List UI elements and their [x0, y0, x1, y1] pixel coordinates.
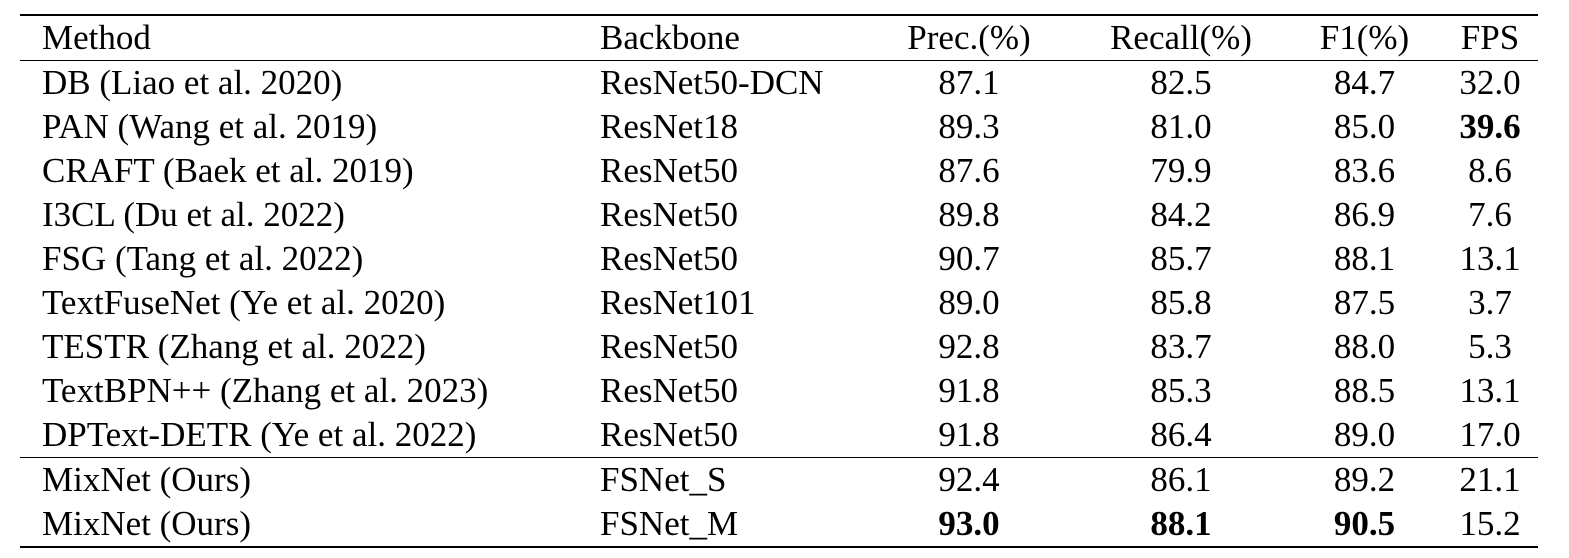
cell-fps: 21.1	[1442, 457, 1538, 502]
cell-fps: 15.2	[1442, 502, 1538, 548]
cell-method: DB (Liao et al. 2020)	[42, 63, 343, 102]
cell-f1: 89.2	[1287, 457, 1442, 502]
cell-backbone: ResNet101	[600, 283, 756, 322]
cell-precision: 87.1	[938, 63, 1000, 102]
cell-precision: 89.8	[938, 195, 1000, 234]
cell-fps-best: 39.6	[1459, 107, 1521, 146]
cell-f1: 85.0	[1333, 107, 1396, 146]
cell-method: TextBPN++ (Zhang et al. 2023)	[42, 371, 489, 410]
cell-recall: 79.9	[1150, 151, 1212, 190]
cell-backbone: ResNet50	[600, 195, 739, 234]
header-recall: Recall(%)	[1075, 14, 1287, 61]
cell-f1-best: 90.5	[1287, 502, 1442, 548]
cell-fps: 13.1	[1459, 371, 1521, 410]
cell-backbone: FSNet_M	[578, 502, 863, 548]
table-row: CRAFT (Baek et al. 2019) ResNet50 87.6 7…	[20, 149, 1538, 193]
table-row-ours: MixNet (Ours) FSNet_S 92.4 86.1 89.2 21.…	[20, 457, 1538, 502]
cell-recall: 81.0	[1150, 107, 1212, 146]
cell-recall: 86.1	[1075, 457, 1287, 502]
cell-method: I3CL (Du et al. 2022)	[42, 195, 345, 234]
cell-f1: 83.6	[1333, 151, 1396, 190]
cell-f1: 88.5	[1333, 371, 1396, 410]
table-row: I3CL (Du et al. 2022) ResNet50 89.8 84.2…	[20, 193, 1538, 237]
cell-recall: 85.8	[1150, 283, 1212, 322]
cell-method: PAN (Wang et al. 2019)	[42, 107, 378, 146]
cell-f1: 84.7	[1333, 63, 1396, 102]
cell-fps: 8.6	[1468, 151, 1512, 190]
cell-method: FSG (Tang et al. 2022)	[42, 239, 364, 278]
cell-precision: 90.7	[938, 239, 1000, 278]
cell-backbone: ResNet50	[600, 415, 739, 454]
cell-recall: 83.7	[1150, 327, 1212, 366]
cell-precision: 91.8	[938, 415, 1000, 454]
table-header: Method Backbone Prec.(%) Recall(%) F1(%)…	[20, 14, 1538, 61]
table-row: TextBPN++ (Zhang et al. 2023) ResNet50 9…	[20, 369, 1538, 413]
table-row: DPText-DETR (Ye et al. 2022) ResNet50 91…	[20, 413, 1538, 458]
table-body: DB (Liao et al. 2020) ResNet50-DCN 87.1 …	[20, 61, 1538, 548]
cell-method: DPText-DETR (Ye et al. 2022)	[42, 415, 477, 454]
cell-fps: 5.3	[1468, 327, 1512, 366]
cell-precision: 92.4	[863, 457, 1075, 502]
cell-recall: 84.2	[1150, 195, 1212, 234]
cell-backbone: ResNet50	[600, 151, 739, 190]
cell-method: TextFuseNet (Ye et al. 2020)	[42, 283, 446, 322]
table-row: PAN (Wang et al. 2019) ResNet18 89.3 81.…	[20, 105, 1538, 149]
table-row: FSG (Tang et al. 2022) ResNet50 90.7 85.…	[20, 237, 1538, 281]
header-backbone: Backbone	[578, 14, 863, 61]
header-precision: Prec.(%)	[863, 14, 1075, 61]
cell-recall: 85.3	[1150, 371, 1212, 410]
cell-precision: 89.3	[938, 107, 1000, 146]
cell-f1: 89.0	[1333, 415, 1396, 454]
results-table: Method Backbone Prec.(%) Recall(%) F1(%)…	[20, 14, 1538, 548]
cell-backbone: ResNet50-DCN	[600, 63, 824, 102]
cell-backbone: ResNet18	[600, 107, 739, 146]
cell-precision: 89.0	[938, 283, 1000, 322]
results-table-container: Method Backbone Prec.(%) Recall(%) F1(%)…	[20, 14, 1538, 548]
cell-f1: 86.9	[1333, 195, 1396, 234]
cell-precision: 91.8	[938, 371, 1000, 410]
cell-fps: 17.0	[1459, 415, 1521, 454]
cell-fps: 32.0	[1459, 63, 1521, 102]
cell-fps: 3.7	[1468, 283, 1512, 322]
table-row: DB (Liao et al. 2020) ResNet50-DCN 87.1 …	[20, 61, 1538, 106]
header-method: Method	[20, 14, 578, 61]
header-row: Method Backbone Prec.(%) Recall(%) F1(%)…	[20, 14, 1538, 61]
cell-fps: 13.1	[1459, 239, 1521, 278]
cell-method: CRAFT (Baek et al. 2019)	[42, 151, 414, 190]
cell-backbone: ResNet50	[600, 327, 739, 366]
cell-precision-best: 93.0	[863, 502, 1075, 548]
cell-recall-best: 88.1	[1075, 502, 1287, 548]
cell-method: TESTR (Zhang et al. 2022)	[42, 327, 426, 366]
cell-f1: 87.5	[1333, 283, 1396, 322]
cell-recall: 86.4	[1150, 415, 1212, 454]
cell-precision: 87.6	[938, 151, 1000, 190]
cell-method: MixNet (Ours)	[20, 502, 578, 548]
cell-backbone: ResNet50	[600, 239, 739, 278]
table-row: TextFuseNet (Ye et al. 2020) ResNet101 8…	[20, 281, 1538, 325]
header-f1: F1(%)	[1287, 14, 1442, 61]
table-row-ours: MixNet (Ours) FSNet_M 93.0 88.1 90.5 15.…	[20, 502, 1538, 548]
cell-method: MixNet (Ours)	[20, 457, 578, 502]
cell-recall: 85.7	[1150, 239, 1212, 278]
cell-backbone: ResNet50	[600, 371, 739, 410]
header-fps: FPS	[1442, 14, 1538, 61]
cell-recall: 82.5	[1150, 63, 1212, 102]
cell-backbone: FSNet_S	[578, 457, 863, 502]
table-row: TESTR (Zhang et al. 2022) ResNet50 92.8 …	[20, 325, 1538, 369]
cell-fps: 7.6	[1468, 195, 1512, 234]
cell-precision: 92.8	[938, 327, 1000, 366]
cell-f1: 88.0	[1333, 327, 1396, 366]
cell-f1: 88.1	[1333, 239, 1396, 278]
